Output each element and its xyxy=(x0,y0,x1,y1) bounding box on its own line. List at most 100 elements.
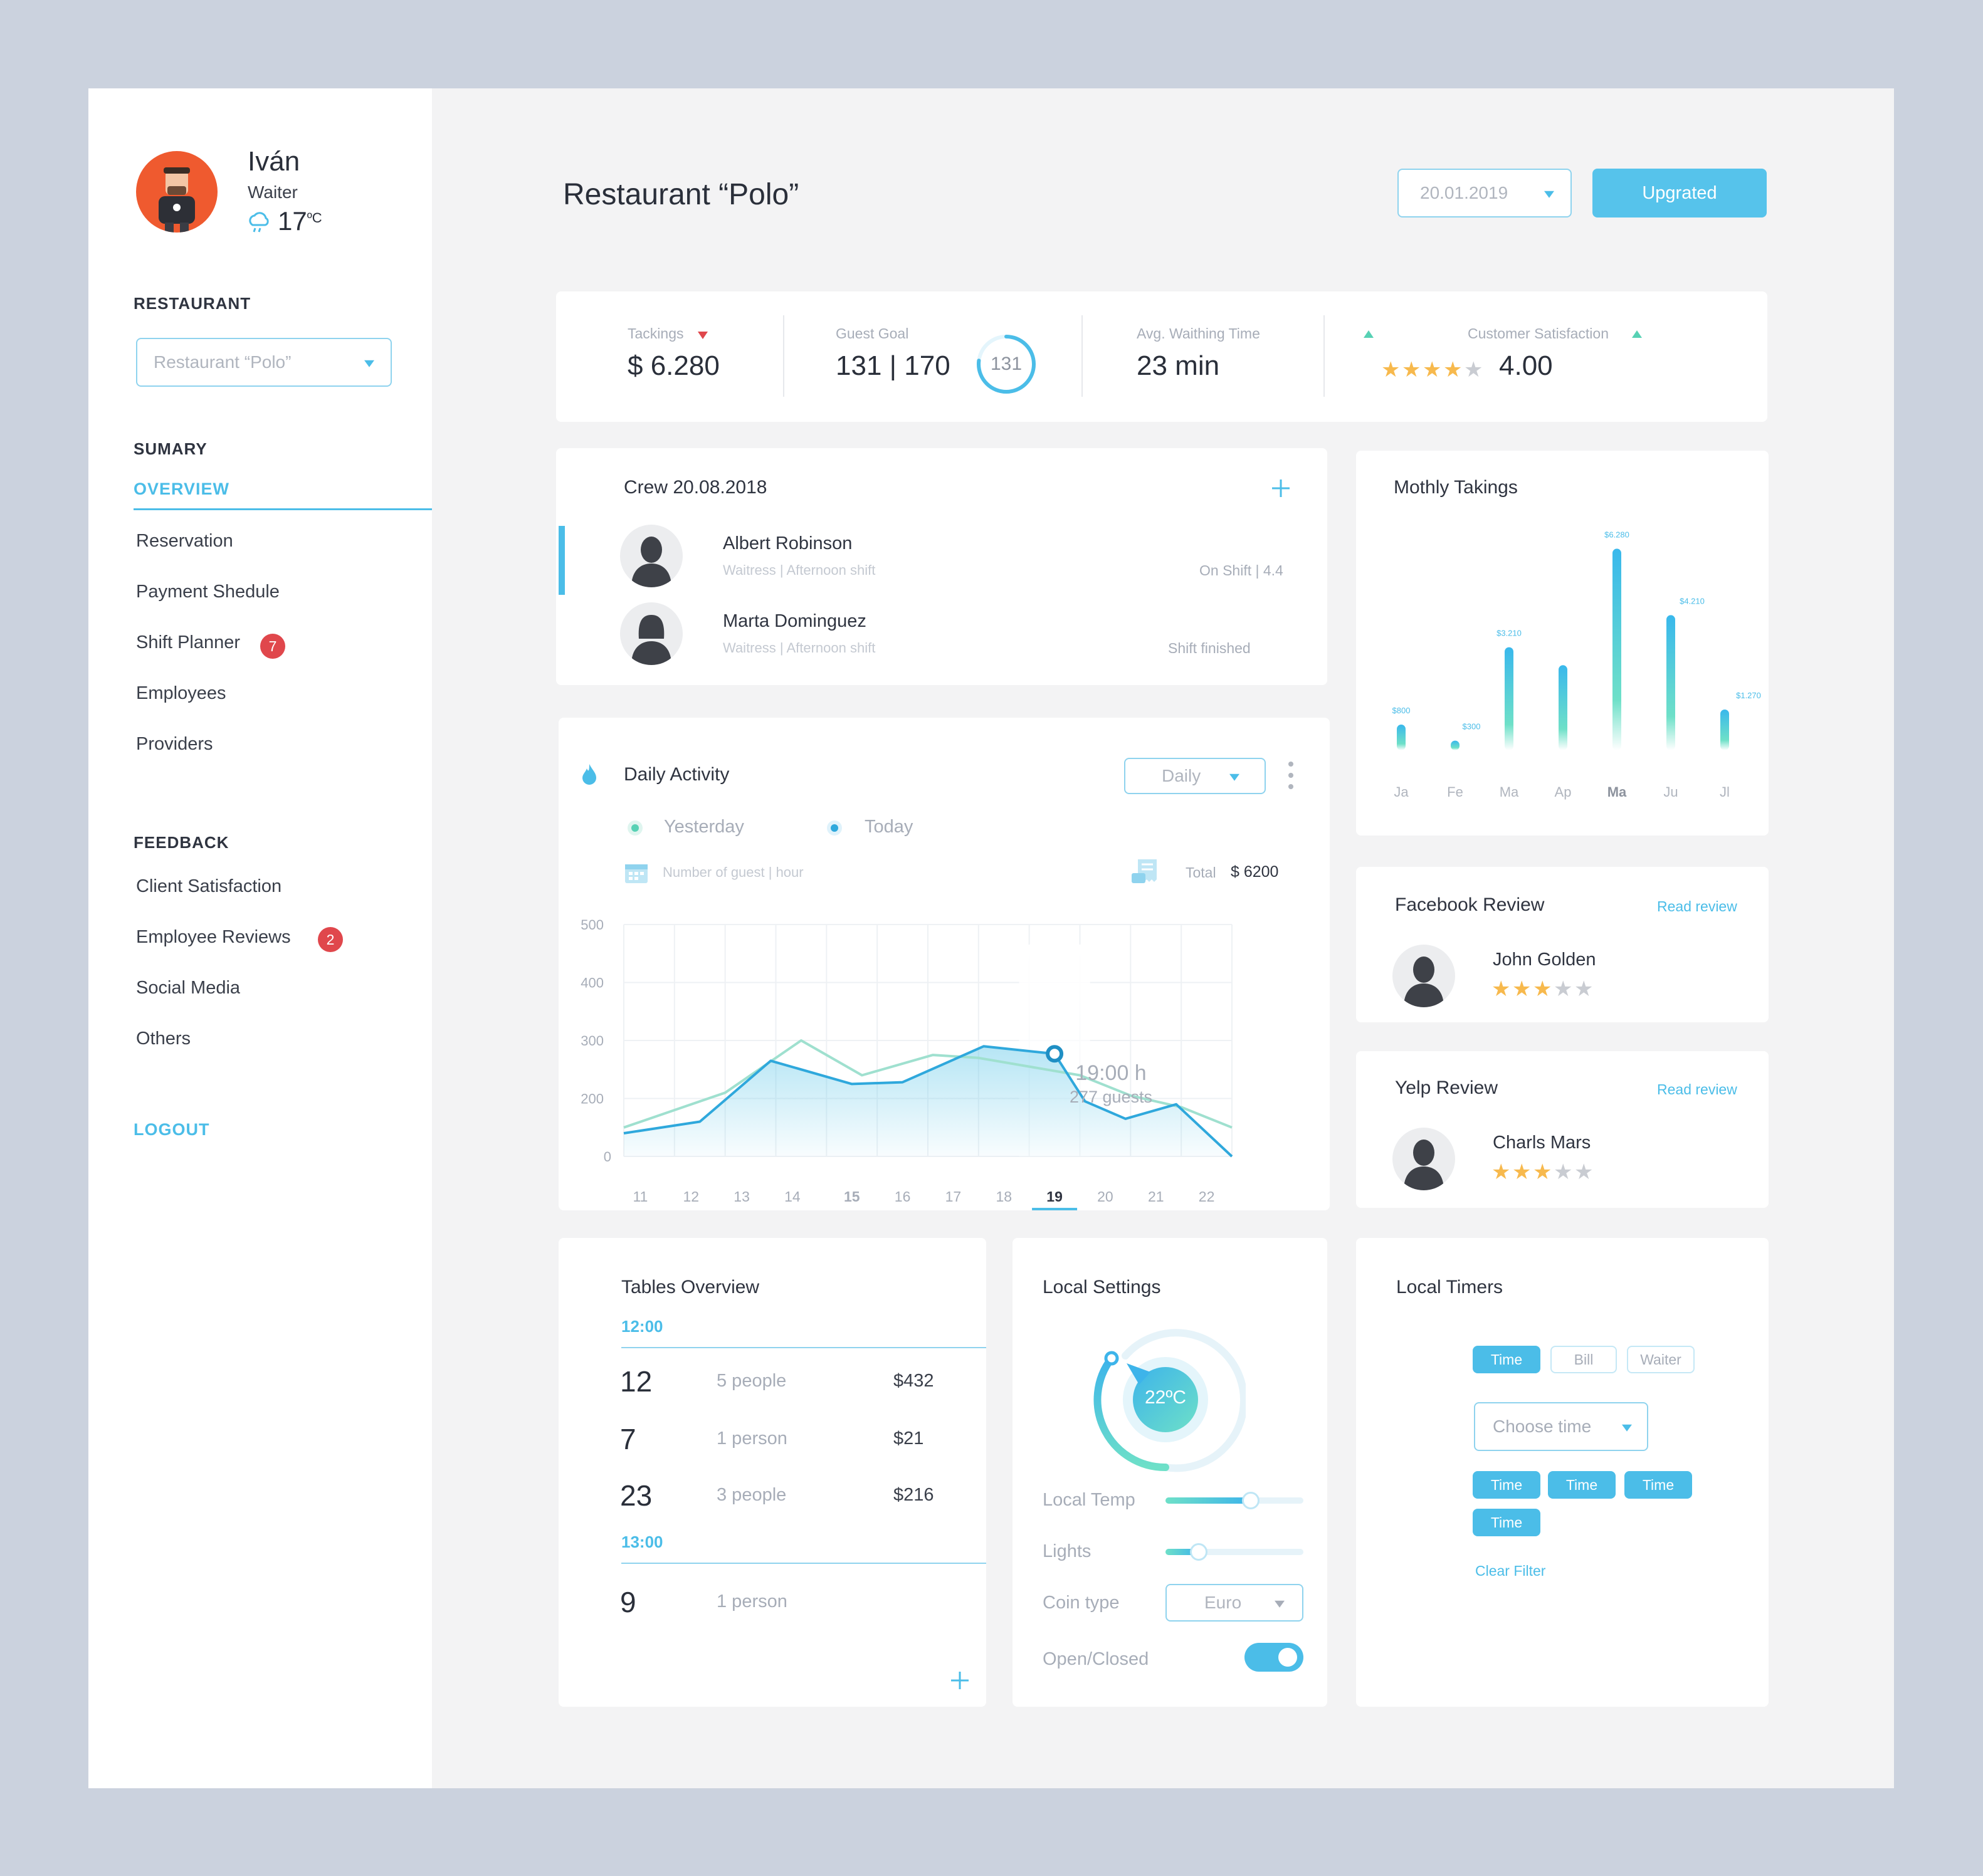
choose-time-select[interactable]: Choose time xyxy=(1474,1402,1648,1451)
coin-type-select[interactable]: Euro xyxy=(1165,1584,1303,1622)
x-tick-label[interactable]: 17 xyxy=(945,1188,962,1205)
period-select[interactable]: Daily xyxy=(1124,758,1266,794)
trend-up-icon xyxy=(1364,330,1374,338)
bar[interactable] xyxy=(1666,615,1675,750)
x-tick-label[interactable]: 18 xyxy=(996,1188,1012,1205)
guest-goal-ring-value: 131 xyxy=(990,354,1023,374)
star-icon: ★ xyxy=(1491,1160,1511,1184)
trend-down-icon xyxy=(698,332,708,339)
tables-overview-card: Tables Overview 12:00 12 5 people $432 7… xyxy=(559,1238,986,1707)
y-tick-label: 0 xyxy=(604,1149,611,1165)
avatar[interactable] xyxy=(136,151,218,233)
bar[interactable] xyxy=(1559,665,1567,750)
x-tick-label[interactable]: 22 xyxy=(1199,1188,1215,1205)
tooltip-guests: 277 guests xyxy=(1069,1087,1153,1106)
tab-waiter[interactable]: Waiter xyxy=(1627,1346,1695,1373)
avatar xyxy=(1392,945,1455,1007)
guest-goal-ring: 131 xyxy=(975,333,1038,396)
restaurant-select[interactable]: Restaurant “Polo” xyxy=(136,338,392,387)
clear-filter-link[interactable]: Clear Filter xyxy=(1475,1563,1546,1579)
time-chip[interactable]: Time xyxy=(1548,1471,1616,1499)
bar[interactable] xyxy=(1505,647,1513,750)
legend-yesterday[interactable]: Yesterday xyxy=(664,817,744,837)
bar[interactable] xyxy=(1397,725,1406,750)
nav-payment-schedule[interactable]: Payment Shedule xyxy=(136,582,280,602)
nav-providers[interactable]: Providers xyxy=(136,734,213,754)
month-tick-label: Ap xyxy=(1555,784,1572,800)
table-people: 5 people xyxy=(717,1371,787,1391)
nav-others[interactable]: Others xyxy=(136,1029,191,1049)
table-people: 3 people xyxy=(717,1485,787,1505)
calendar-icon xyxy=(624,861,649,884)
x-tick-label[interactable]: 12 xyxy=(683,1188,699,1205)
crew-member-role: Waitress | Afternoon shift xyxy=(723,562,876,578)
table-people: 1 person xyxy=(717,1591,787,1611)
bar[interactable] xyxy=(1720,709,1729,750)
add-table-icon[interactable] xyxy=(949,1669,971,1692)
user-name: Iván xyxy=(248,146,300,177)
y-tick-label: 300 xyxy=(581,1033,604,1049)
nav-employee-reviews[interactable]: Employee Reviews xyxy=(136,927,291,947)
x-tick-label[interactable]: 15 xyxy=(844,1188,860,1205)
tab-bill[interactable]: Bill xyxy=(1550,1346,1617,1373)
chevron-down-icon xyxy=(1622,1424,1632,1432)
star-icon: ★ xyxy=(1554,977,1573,1001)
date-select[interactable]: 20.01.2019 xyxy=(1397,169,1572,217)
app-frame: Iván Waiter 17ºC RESTAURANT Restaurant “… xyxy=(88,88,1894,1788)
x-tick-label[interactable]: 19 xyxy=(1046,1188,1063,1205)
x-tick-label[interactable]: 20 xyxy=(1097,1188,1113,1205)
temperature-dial[interactable]: 22ºC xyxy=(1085,1319,1248,1480)
time-chip[interactable]: Time xyxy=(1473,1471,1540,1499)
x-tick-label[interactable]: 14 xyxy=(784,1188,801,1205)
local-settings-card: Local Settings xyxy=(1013,1238,1327,1707)
star-icon: ★ xyxy=(1423,358,1442,382)
metric-label: Number of guest | hour xyxy=(663,864,804,880)
x-tick-label[interactable]: 21 xyxy=(1148,1188,1164,1205)
toggle-knob xyxy=(1278,1648,1297,1667)
temperature-unit: ºC xyxy=(307,210,322,226)
lights-slider[interactable] xyxy=(1165,1543,1303,1561)
add-icon[interactable] xyxy=(1268,476,1293,501)
local-temp-slider[interactable] xyxy=(1165,1492,1303,1509)
tab-time[interactable]: Time xyxy=(1473,1346,1540,1373)
x-tick-label[interactable]: 13 xyxy=(734,1188,750,1205)
takings-value: $ 6.280 xyxy=(628,350,720,381)
upgrade-button[interactable]: Upgrated xyxy=(1592,169,1767,217)
nav-overview[interactable]: OVERVIEW xyxy=(134,479,230,498)
crew-member-role: Waitress | Afternoon shift xyxy=(723,640,876,656)
star-icon: ★ xyxy=(1554,1160,1573,1184)
open-closed-toggle[interactable] xyxy=(1244,1643,1303,1672)
chevron-down-icon xyxy=(1275,1600,1285,1608)
logout-link[interactable]: LOGOUT xyxy=(134,1120,210,1139)
shift-planner-badge: 7 xyxy=(260,634,285,659)
crew-title: Crew 20.08.2018 xyxy=(624,477,767,498)
crew-member-name: Albert Robinson xyxy=(723,533,853,553)
time-chip[interactable]: Time xyxy=(1624,1471,1692,1499)
nav-client-satisfaction[interactable]: Client Satisfaction xyxy=(136,876,282,896)
nav-employees[interactable]: Employees xyxy=(136,683,226,703)
read-review-link[interactable]: Read review xyxy=(1657,898,1737,914)
x-tick-label[interactable]: 11 xyxy=(633,1188,648,1205)
lights-slider-handle[interactable] xyxy=(1189,1543,1207,1561)
nav-reservation[interactable]: Reservation xyxy=(136,531,233,551)
bar[interactable] xyxy=(1451,740,1460,750)
stats-bar: Tackings $ 6.280 Guest Goal 131 | 170 13… xyxy=(556,291,1767,422)
x-tick-label[interactable]: 16 xyxy=(895,1188,911,1205)
legend-dot-yesterday xyxy=(628,820,643,836)
bar-value-label: $800 xyxy=(1392,706,1411,715)
more-options-icon[interactable] xyxy=(1285,759,1297,792)
bar-value-label: $6.280 xyxy=(1604,530,1629,539)
star-icon: ★ xyxy=(1533,977,1552,1001)
nav-social-media[interactable]: Social Media xyxy=(136,978,241,998)
time-chip[interactable]: Time xyxy=(1473,1509,1540,1536)
crew-member-status: Shift finished xyxy=(1168,640,1251,656)
read-review-link[interactable]: Read review xyxy=(1657,1081,1737,1098)
local-temp-slider-handle[interactable] xyxy=(1242,1492,1260,1509)
legend-today[interactable]: Today xyxy=(865,817,913,837)
nav-shift-planner[interactable]: Shift Planner xyxy=(136,632,241,652)
bar[interactable] xyxy=(1612,548,1621,750)
avatar xyxy=(1392,1128,1455,1190)
user-role: Waiter xyxy=(248,182,298,202)
add-icon[interactable] xyxy=(949,1752,974,1777)
selected-point[interactable] xyxy=(1046,1045,1064,1063)
